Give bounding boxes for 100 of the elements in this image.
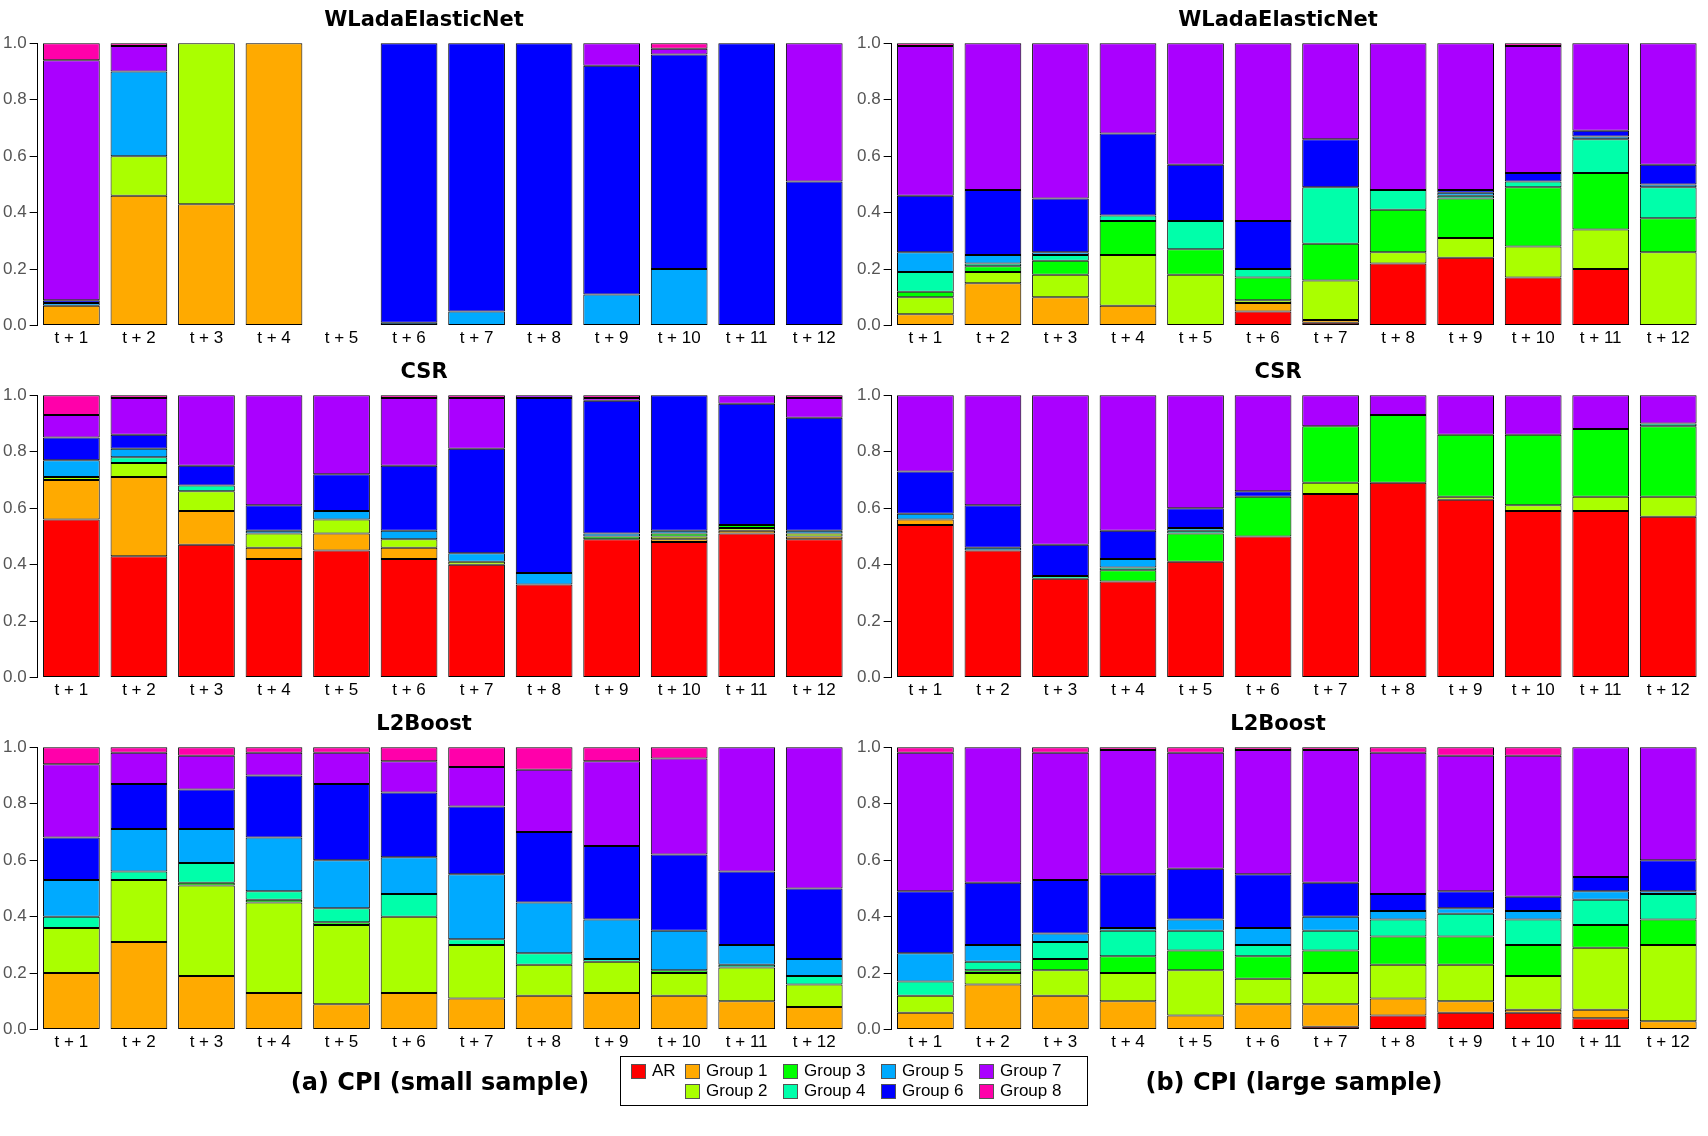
y-tick-label: 0.4: [856, 554, 881, 574]
legend-label: Group 6: [902, 1081, 964, 1101]
y-tick-label: 1.0: [2, 32, 27, 52]
x-tick-label: t + 10: [657, 680, 701, 700]
x-tick-label: t + 3: [1043, 1032, 1078, 1052]
x-tick-label: t + 5: [1178, 328, 1213, 348]
legend-label: Group 5: [902, 1061, 964, 1081]
text: (b) CPI (large sample): [1145, 1068, 1443, 1096]
x-tick-label: t + 3: [189, 680, 224, 700]
x-tick-label: t + 9: [594, 1032, 629, 1052]
y-tick-label: 0.4: [2, 554, 27, 574]
chart-title: CSR: [400, 359, 448, 384]
y-tick-label: 0.2: [2, 258, 27, 278]
x-tick-label: t + 12: [1646, 680, 1690, 700]
x-tick-label: t + 5: [1178, 680, 1213, 700]
y-tick-label: 0.8: [2, 441, 27, 461]
y-tick-label: 0.2: [2, 962, 27, 982]
x-tick-label: t + 6: [1246, 1032, 1280, 1052]
x-tick-label: t + 3: [189, 1032, 224, 1052]
x-tick-label: t + 10: [1511, 1032, 1555, 1052]
y-tick-label: 1.0: [856, 32, 881, 52]
x-tick-label: t + 7: [1313, 328, 1348, 348]
x-tick-label: t + 1: [908, 680, 943, 700]
x-tick-label: t + 1: [908, 1032, 943, 1052]
x-tick-label: t + 5: [324, 328, 359, 348]
x-tick-label: t + 4: [1111, 1032, 1145, 1052]
y-tick-label: 0.6: [2, 497, 27, 517]
y-tick-label: 1.0: [2, 384, 27, 404]
x-tick-label: t + 4: [1111, 328, 1145, 348]
x-tick-label: t + 2: [976, 680, 1010, 700]
y-tick-label: 0.4: [856, 906, 881, 926]
x-tick-label: t + 12: [792, 1032, 836, 1052]
x-tick-label: t + 9: [1448, 680, 1483, 700]
x-tick-label: t + 10: [1511, 328, 1555, 348]
x-tick-label: t + 8: [527, 680, 561, 700]
x-tick-label: t + 11: [725, 1032, 768, 1052]
x-tick-label: t + 1: [54, 680, 89, 700]
x-tick-label: t + 11: [725, 328, 768, 348]
x-tick-label: t + 2: [122, 328, 156, 348]
x-tick-label: t + 8: [1381, 680, 1415, 700]
y-tick-label: 0.0: [2, 315, 27, 335]
x-tick-label: t + 9: [1448, 1032, 1483, 1052]
y-tick-label: 0.8: [2, 89, 27, 109]
x-tick-label: t + 7: [1313, 1032, 1348, 1052]
y-tick-label: 0.0: [856, 1019, 881, 1039]
y-tick-label: 1.0: [2, 736, 27, 756]
x-tick-label: t + 7: [459, 328, 494, 348]
x-tick-label: t + 3: [189, 328, 224, 348]
y-tick-label: 0.2: [856, 258, 881, 278]
y-tick-label: 0.2: [856, 962, 881, 982]
chart-title: CSR: [1254, 359, 1302, 384]
legend-label: Group 8: [1000, 1081, 1062, 1101]
y-tick-label: 0.6: [856, 497, 881, 517]
x-tick-label: t + 10: [657, 328, 701, 348]
x-tick-label: t + 8: [1381, 328, 1415, 348]
x-tick-label: t + 10: [657, 1032, 701, 1052]
x-tick-label: t + 8: [1381, 1032, 1415, 1052]
x-tick-label: t + 4: [257, 680, 291, 700]
legend-label: Group 4: [804, 1081, 866, 1101]
y-tick-label: 0.0: [2, 667, 27, 687]
y-tick-label: 0.6: [2, 145, 27, 165]
legend-label: AR: [652, 1061, 676, 1081]
legend-label: Group 1: [706, 1061, 768, 1081]
x-tick-label: t + 6: [392, 328, 426, 348]
y-tick-label: 0.2: [2, 610, 27, 630]
x-tick-label: t + 6: [392, 680, 426, 700]
x-tick-label: t + 4: [257, 1032, 291, 1052]
x-tick-label: t + 9: [594, 680, 629, 700]
x-tick-label: t + 6: [1246, 680, 1280, 700]
x-tick-label: t + 2: [976, 328, 1010, 348]
y-tick-label: 0.0: [856, 667, 881, 687]
y-tick-label: 0.8: [856, 441, 881, 461]
y-tick-label: 0.4: [2, 202, 27, 222]
x-tick-label: t + 8: [527, 1032, 561, 1052]
y-tick-label: 0.8: [856, 793, 881, 813]
x-tick-label: t + 5: [324, 1032, 359, 1052]
x-tick-label: t + 11: [725, 680, 768, 700]
x-tick-label: t + 11: [1579, 680, 1622, 700]
chart-title: L2Boost: [376, 711, 472, 736]
x-tick-label: t + 4: [257, 328, 291, 348]
x-tick-label: t + 1: [908, 328, 943, 348]
x-tick-label: t + 4: [1111, 680, 1145, 700]
y-tick-label: 1.0: [856, 384, 881, 404]
x-tick-label: t + 2: [122, 680, 156, 700]
chart-title: WLadaElasticNet: [1178, 7, 1378, 32]
x-tick-label: t + 9: [594, 328, 629, 348]
y-tick-label: 0.4: [856, 202, 881, 222]
x-tick-label: t + 5: [324, 680, 359, 700]
x-tick-label: t + 2: [976, 1032, 1010, 1052]
x-tick-label: t + 10: [1511, 680, 1555, 700]
x-tick-label: t + 6: [1246, 328, 1280, 348]
legend-label: Group 3: [804, 1061, 866, 1081]
x-tick-label: t + 6: [392, 1032, 426, 1052]
x-tick-label: t + 7: [459, 680, 494, 700]
y-tick-label: 0.4: [2, 906, 27, 926]
x-tick-label: t + 3: [1043, 328, 1078, 348]
x-tick-label: t + 12: [1646, 1032, 1690, 1052]
y-tick-label: 1.0: [856, 736, 881, 756]
x-tick-label: t + 1: [54, 1032, 89, 1052]
x-tick-label: t + 11: [1579, 328, 1622, 348]
